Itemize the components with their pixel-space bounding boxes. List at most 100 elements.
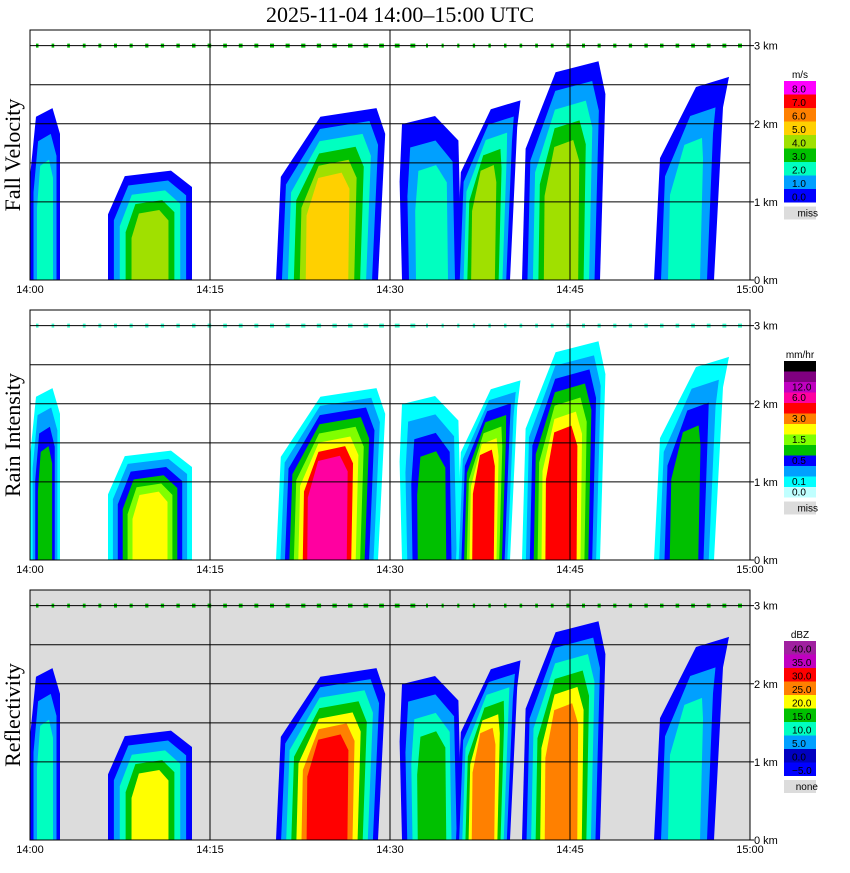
legend-unit: mm/hr [786,350,815,361]
height-tick-label: 0 km [754,835,778,847]
legend-swatch [784,466,816,477]
echo-cloud-5-level-7 [472,449,495,560]
legend-label: −5.0 [792,766,812,777]
figure-title: 2025-11-04 14:00–15:00 UTC [266,2,534,27]
height-tick-label: 3 km [754,321,778,333]
legend-swatch [784,434,816,445]
time-tick-label: 14:00 [16,564,44,576]
echo-cloud-2-level-5 [131,770,169,840]
echo-cloud-1-level-4 [37,446,53,560]
legend-label: 4.0 [792,139,806,150]
echo-cloud-4-level-3 [415,165,448,280]
legend-swatch [784,94,816,108]
echo-cloud-7-level-4 [669,425,701,560]
panel-1: 14:00 14:15 14:30 14:45 15:000 km 1 km 2 km 3 k… [0,29,818,296]
legend-label: 40.0 [792,645,812,656]
legend-swatch [784,175,816,189]
echo-cloud-5-level-6 [471,727,496,840]
legend-label: 30.0 [792,672,812,683]
time-tick-label: 14:45 [556,844,584,856]
legend-label: 7.0 [792,98,806,109]
legend-swatch [784,382,816,393]
legend-label: 1.0 [792,179,806,190]
legend-swatch [784,371,816,382]
panel-3: 14:00 14:15 14:30 14:45 15:000 km 1 km 2 km 3 k… [0,589,818,856]
panel-ylabel: Reflectivity [0,663,25,767]
grid [30,30,750,280]
echo-cloud-6-level-7 [545,425,578,560]
echo-cloud-2-level-5 [131,210,169,280]
echo-cloud-7-level-3 [668,137,703,280]
legend-swatch [784,392,816,403]
height-tick-label: 0 km [754,555,778,567]
panel-ylabel: Fall Velocity [0,99,25,212]
legend-swatch [784,668,816,682]
height-tick-label: 3 km [754,41,778,53]
legend-swatch [784,108,816,122]
legend-missing-swatch [784,780,816,793]
time-tick-label: 14:45 [556,564,584,576]
plot-frame [29,29,751,281]
legend-swatch [784,162,816,176]
legend-label: 15.0 [792,712,812,723]
time-tick-label: 14:15 [196,844,224,856]
legend-swatch [784,695,816,709]
legend-label: 2.0 [792,166,806,177]
time-tick-label: 15:00 [736,284,764,296]
legend-label: 0.5 [792,456,806,467]
plot-frame [29,309,751,561]
echo-cloud-4-level-4 [417,451,447,560]
legend-swatch [784,487,816,498]
echo-cloud-7-level-3 [668,697,703,840]
echo-cloud-1-level-3 [37,719,53,840]
panels: 14:00 14:15 14:30 14:45 15:000 km1 km2 km3 k… [0,29,818,856]
legend-label: 0.1 [792,477,806,488]
time-tick-label: 14:30 [376,844,404,856]
time-tick-label: 14:30 [376,284,404,296]
legend-swatch [784,708,816,722]
legend-missing-swatch [784,206,816,220]
legend: m/s 8.0 7.0 6.0 5.0 4.0 3.0 2.0 1.0 0.0 miss [784,70,818,220]
legend-swatch [784,424,816,435]
time-tick-label: 14:15 [196,284,224,296]
height-tick-label: 1 km [754,477,778,489]
time-tick-label: 14:00 [16,284,44,296]
time-tick-label: 14:15 [196,564,224,576]
grid [30,310,750,560]
time-tick-label: 14:45 [556,284,584,296]
legend-label: 3.0 [792,152,806,163]
legend-missing-label: miss [797,209,818,220]
echo-cloud-3-level-6 [305,172,350,280]
legend-label: 12.0 [792,383,812,394]
time-tick-label: 15:00 [736,844,764,856]
legend-label: 48.0 [792,362,812,373]
legend-label: 10.0 [792,726,812,737]
legend-missing-label: none [796,782,819,793]
legend-label: 6.0 [792,393,806,404]
grid [30,590,750,840]
legend-unit: m/s [792,70,808,81]
panel-ylabel: Rain Intensity [0,373,25,497]
panel-2: 14:00 14:15 14:30 14:45 15:000 km 1 km 2 km 3 k… [0,309,818,576]
legend-swatch [784,722,816,736]
legend-swatch [784,762,816,776]
legend-label: 1.5 [792,435,806,446]
legend-label: 35.0 [792,658,812,669]
time-tick-label: 14:00 [16,844,44,856]
legend-swatch [784,189,816,203]
echo-field [30,61,729,280]
legend-swatch [784,681,816,695]
legend-label: 0.0 [792,488,806,499]
echo-cloud-2-level-6 [132,491,168,560]
height-tick-label: 1 km [754,757,778,769]
height-tick-label: 1 km [754,197,778,209]
legend: dBZ 40.0 35.0 30.0 25.0 20.0 15.0 10.0 5.0 0.0 −5.… [784,630,818,793]
legend-swatch [784,654,816,668]
legend-label: 6.0 [792,112,806,123]
legend-label: 0.0 [792,753,806,764]
height-tick-label: 2 km [754,399,778,411]
legend-label: 5.0 [792,739,806,750]
legend-label: 8.0 [792,85,806,96]
legend-swatch [784,641,816,655]
echo-cloud-1-level-3 [37,159,53,280]
